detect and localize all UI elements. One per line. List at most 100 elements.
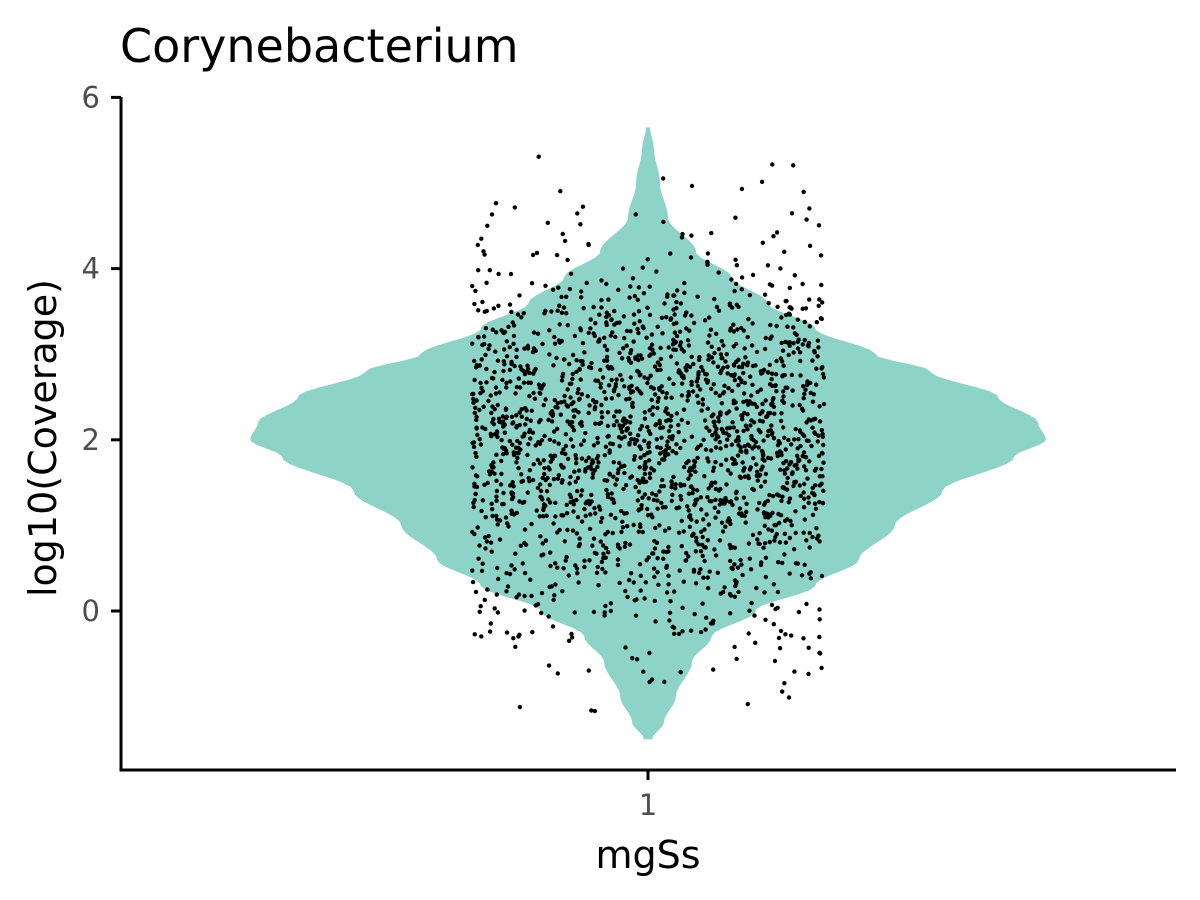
- data-point: [680, 605, 685, 610]
- data-point: [531, 462, 536, 467]
- data-point: [631, 580, 636, 585]
- data-point: [732, 372, 737, 377]
- data-point: [807, 545, 812, 550]
- data-point: [815, 354, 820, 359]
- data-point: [658, 356, 664, 362]
- data-point: [617, 350, 622, 356]
- data-point: [630, 276, 636, 281]
- data-point: [797, 428, 803, 433]
- data-point: [809, 443, 814, 449]
- data-point: [724, 498, 729, 503]
- data-point: [733, 400, 738, 405]
- data-point: [592, 407, 597, 412]
- data-point: [519, 407, 524, 412]
- data-point: [761, 545, 766, 550]
- data-point: [818, 651, 823, 656]
- data-point: [780, 560, 785, 566]
- data-point: [733, 257, 738, 262]
- data-point: [617, 443, 622, 449]
- data-point: [672, 293, 677, 298]
- data-point: [766, 527, 771, 532]
- data-point: [651, 566, 657, 571]
- data-point: [812, 431, 818, 436]
- data-point: [725, 364, 730, 369]
- data-point: [638, 455, 643, 460]
- data-point: [673, 486, 678, 491]
- data-point: [772, 383, 778, 389]
- data-point: [533, 366, 538, 372]
- data-point: [530, 252, 536, 258]
- data-point: [569, 635, 575, 640]
- data-point: [523, 422, 528, 427]
- data-point: [791, 163, 796, 168]
- data-point: [591, 304, 596, 310]
- data-point: [802, 319, 807, 325]
- data-point: [471, 444, 477, 450]
- data-point: [646, 496, 651, 501]
- data-point: [814, 526, 819, 531]
- data-point: [607, 471, 612, 476]
- data-point: [514, 384, 520, 390]
- data-point: [739, 186, 745, 192]
- data-point: [589, 461, 595, 466]
- data-point: [702, 558, 707, 564]
- data-point: [611, 414, 617, 419]
- data-point: [495, 402, 500, 408]
- data-point: [545, 220, 550, 225]
- data-point: [605, 347, 610, 353]
- data-point: [510, 510, 516, 516]
- data-point: [636, 369, 641, 374]
- data-point: [741, 495, 747, 500]
- data-point: [647, 458, 652, 463]
- data-point: [788, 518, 793, 524]
- data-point: [700, 397, 705, 402]
- data-point: [705, 251, 711, 256]
- data-point: [731, 425, 736, 430]
- data-point: [783, 540, 789, 545]
- data-point: [543, 283, 548, 288]
- data-point: [781, 460, 786, 466]
- data-point: [652, 574, 657, 580]
- data-point: [605, 492, 610, 497]
- data-point: [728, 499, 734, 504]
- data-point: [604, 487, 609, 493]
- data-point: [759, 448, 765, 454]
- data-point: [552, 439, 557, 444]
- data-point: [555, 308, 560, 313]
- data-point: [562, 357, 567, 362]
- data-point: [647, 475, 653, 481]
- data-point: [787, 496, 793, 501]
- data-point: [781, 425, 786, 430]
- data-point: [816, 533, 821, 538]
- data-point: [511, 420, 516, 425]
- data-point: [483, 515, 488, 520]
- data-point: [653, 619, 658, 624]
- data-point: [614, 477, 620, 482]
- data-point: [734, 263, 739, 268]
- data-point: [679, 235, 685, 240]
- data-point: [688, 465, 693, 471]
- data-point: [513, 391, 518, 396]
- data-point: [534, 508, 539, 513]
- data-point: [541, 458, 546, 463]
- data-point: [692, 502, 697, 508]
- data-point: [489, 410, 494, 416]
- data-point: [545, 475, 550, 481]
- data-point: [629, 348, 634, 353]
- data-point: [761, 453, 766, 458]
- data-point: [763, 471, 769, 477]
- data-point: [586, 242, 591, 248]
- data-point: [813, 506, 819, 511]
- data-point: [728, 558, 733, 564]
- data-point: [684, 550, 689, 556]
- data-point: [696, 400, 701, 405]
- data-point: [554, 355, 559, 361]
- data-point: [484, 366, 489, 372]
- data-point: [485, 587, 490, 592]
- data-point: [713, 430, 718, 435]
- data-point: [621, 314, 627, 319]
- data-point: [662, 528, 668, 533]
- data-point: [590, 471, 596, 476]
- data-point: [541, 507, 546, 513]
- data-point: [787, 285, 792, 291]
